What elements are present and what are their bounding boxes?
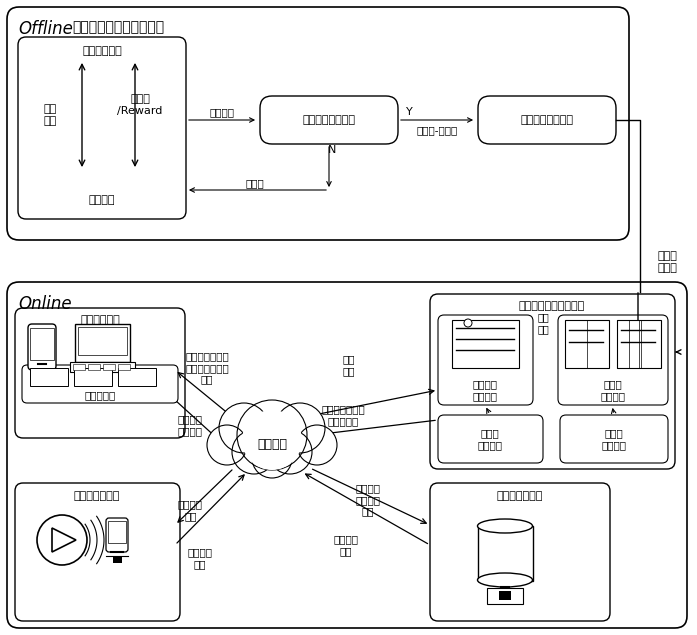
Ellipse shape [477, 573, 533, 587]
Text: 媒体内容
请求: 媒体内容 请求 [187, 547, 213, 569]
FancyBboxPatch shape [430, 483, 610, 621]
Text: 媒体服务提供商: 媒体服务提供商 [74, 491, 120, 501]
Bar [30, 328, 54, 360]
Text: 自适应
码率决策: 自适应 码率决策 [601, 379, 625, 401]
Text: 媒体内容
获取: 媒体内容 获取 [333, 534, 358, 556]
FancyBboxPatch shape [7, 7, 629, 240]
Circle shape [275, 403, 325, 453]
FancyBboxPatch shape [15, 308, 185, 438]
Bar [113, 556, 122, 563]
Bar [487, 588, 523, 604]
FancyBboxPatch shape [15, 483, 180, 621]
Ellipse shape [477, 519, 533, 533]
Bar [617, 320, 661, 368]
Text: 原始模型转决策树: 原始模型转决策树 [521, 115, 574, 125]
Circle shape [219, 403, 269, 453]
Circle shape [242, 410, 302, 470]
Text: 状态值
/Reward: 状态值 /Reward [117, 94, 162, 116]
FancyBboxPatch shape [558, 315, 668, 405]
Text: 客户端
缓冲状况: 客户端 缓冲状况 [602, 428, 627, 450]
Text: Online: Online [18, 295, 72, 313]
Circle shape [232, 430, 276, 474]
Text: 网络均値
方差统计: 网络均値 方差统计 [473, 379, 498, 401]
FancyBboxPatch shape [260, 96, 398, 144]
Text: 播放器缓冲: 播放器缓冲 [84, 390, 116, 400]
Bar [70, 362, 135, 372]
Text: 决策树
子模型: 决策树 子模型 [658, 251, 678, 273]
FancyBboxPatch shape [106, 518, 128, 552]
Bar [88, 364, 100, 370]
FancyBboxPatch shape [22, 365, 178, 403]
FancyBboxPatch shape [18, 37, 186, 219]
Circle shape [207, 425, 247, 465]
FancyBboxPatch shape [438, 315, 533, 405]
Bar [30, 368, 68, 386]
Bar [74, 368, 112, 386]
FancyBboxPatch shape [560, 415, 668, 463]
FancyBboxPatch shape [438, 415, 543, 463]
Bar [499, 591, 511, 600]
Circle shape [252, 438, 292, 478]
Text: 客户端播放器: 客户端播放器 [80, 315, 120, 325]
Bar [478, 526, 533, 581]
Circle shape [268, 430, 312, 474]
Bar [118, 364, 130, 370]
FancyBboxPatch shape [430, 294, 675, 469]
Text: Offline: Offline [18, 20, 73, 38]
Polygon shape [52, 528, 76, 552]
Text: 指定码率
媒体内容
下发: 指定码率 媒体内容 下发 [355, 483, 381, 517]
FancyBboxPatch shape [478, 96, 616, 144]
Text: 再训练: 再训练 [245, 178, 264, 188]
Bar [565, 320, 609, 368]
Text: 原始模型训练: 原始模型训练 [82, 46, 122, 56]
Text: 码率
决策: 码率 决策 [43, 104, 56, 126]
Circle shape [37, 515, 87, 565]
Text: 模型
切换: 模型 切换 [537, 312, 549, 334]
Text: 客户端缓存状况
及网络状况: 客户端缓存状况 及网络状况 [321, 404, 365, 426]
Circle shape [464, 319, 472, 327]
Text: 原始模型效果评估: 原始模型效果评估 [302, 115, 355, 125]
Text: 网络环境: 网络环境 [89, 195, 115, 205]
Text: N: N [328, 145, 336, 155]
Bar [75, 324, 130, 362]
Bar [452, 320, 519, 368]
Text: 内容存储服务器: 内容存储服务器 [497, 491, 543, 501]
FancyBboxPatch shape [28, 324, 56, 370]
Bar [103, 364, 115, 370]
Bar [78, 327, 127, 355]
Text: 状态値-码率对: 状态値-码率对 [416, 125, 458, 135]
Text: 传输网络: 传输网络 [257, 439, 287, 451]
Text: 自适应码率传输服务器: 自适应码率传输服务器 [519, 301, 585, 311]
Text: Y: Y [406, 107, 413, 117]
Text: 指定码率
媒体内容: 指定码率 媒体内容 [178, 414, 203, 436]
Bar [108, 521, 126, 543]
Bar [73, 364, 85, 370]
Circle shape [237, 400, 307, 470]
Text: （模型轻量化处理模块）: （模型轻量化处理模块） [72, 20, 164, 34]
Text: 清单文件
下发: 清单文件 下发 [178, 499, 203, 521]
Text: 客户端
网络状况: 客户端 网络状况 [477, 428, 503, 450]
Text: 原始模型: 原始模型 [210, 107, 234, 117]
Text: 资源请求、缓冲
状况及网络状况
下发: 资源请求、缓冲 状况及网络状况 下发 [185, 351, 229, 385]
FancyBboxPatch shape [7, 282, 687, 628]
Text: 码率
决策: 码率 决策 [342, 354, 355, 376]
Circle shape [297, 425, 337, 465]
Bar [118, 368, 156, 386]
